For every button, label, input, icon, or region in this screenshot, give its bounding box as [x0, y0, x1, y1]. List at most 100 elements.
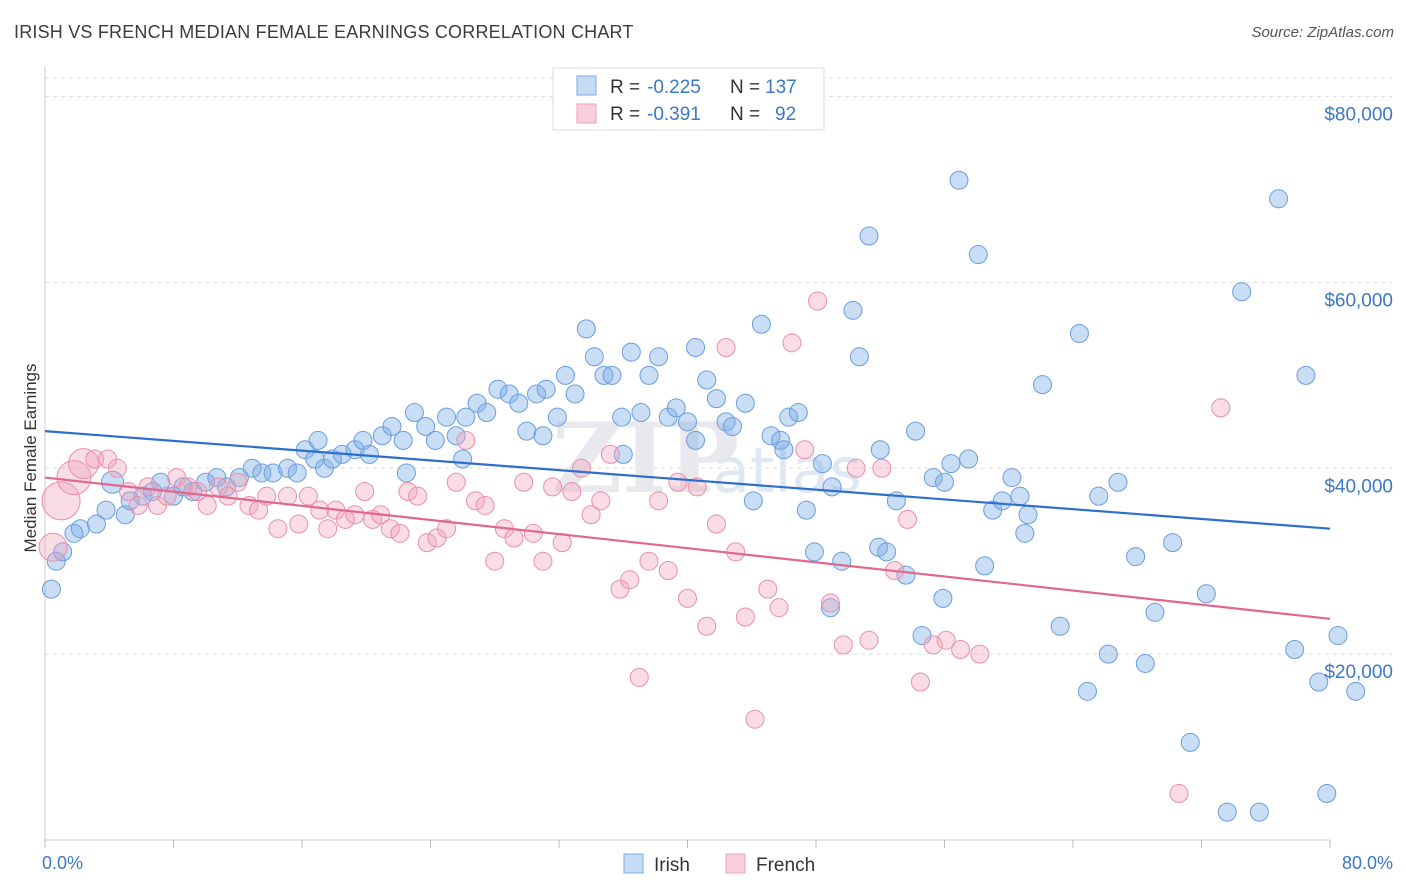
irish-point — [477, 403, 497, 423]
stats-legend: R = -0.225 N = 137 R = -0.391 N = 92 — [552, 67, 825, 131]
irish-series-label: Irish — [654, 855, 690, 876]
french-point — [514, 472, 534, 492]
irish-point — [488, 379, 508, 399]
irish-point — [517, 421, 537, 441]
y-tick-label: $80,000 — [1324, 105, 1393, 126]
irish-point — [743, 491, 763, 511]
trend-lines — [44, 430, 1331, 620]
french-trend-line — [44, 476, 1331, 620]
irish-n-value: 137 — [765, 77, 797, 98]
french-point — [820, 593, 840, 613]
irish-point — [133, 486, 153, 506]
french-point — [639, 551, 659, 571]
irish-point — [1145, 602, 1165, 622]
irish-point — [509, 393, 529, 413]
irish-point — [1015, 523, 1035, 543]
french-point — [543, 477, 563, 497]
chart-title: IRISH VS FRENCH MEDIAN FEMALE EARNINGS C… — [14, 22, 634, 42]
irish-point — [1196, 584, 1216, 604]
irish-point — [959, 449, 979, 469]
french-point — [859, 630, 879, 650]
french-point — [390, 523, 410, 543]
french-point — [562, 482, 582, 502]
irish-point — [870, 440, 890, 460]
french-legend-swatch — [576, 103, 597, 124]
french-point — [600, 444, 620, 464]
irish-r-label: R = — [610, 77, 640, 98]
french-point — [38, 532, 68, 562]
irish-point — [536, 379, 556, 399]
irish-point — [252, 463, 272, 483]
french-point — [228, 472, 248, 492]
irish-point — [649, 347, 669, 367]
french-point — [465, 491, 485, 511]
french-point — [138, 477, 158, 497]
irish-point — [678, 412, 697, 432]
irish-point — [686, 430, 706, 450]
irish-point — [706, 389, 726, 409]
irish-point — [555, 365, 575, 385]
irish-r-value: -0.225 — [647, 77, 701, 98]
y-tick-label: $40,000 — [1324, 476, 1393, 497]
french-point — [591, 491, 611, 511]
french-point — [268, 519, 288, 539]
irish-point — [437, 407, 457, 427]
irish-point — [446, 426, 466, 446]
irish-point — [859, 226, 879, 246]
french-point — [782, 333, 802, 353]
french-point — [437, 519, 457, 539]
irish-point — [796, 500, 816, 520]
french-point — [68, 448, 100, 480]
irish-point — [1309, 672, 1329, 692]
irish-point — [242, 458, 262, 478]
irish-point — [323, 449, 343, 469]
french-point — [552, 533, 572, 553]
french-point — [629, 667, 649, 687]
irish-point — [779, 407, 799, 427]
french-r-value: -0.391 — [647, 104, 701, 125]
irish-point — [1089, 486, 1109, 506]
irish-point — [1135, 653, 1155, 673]
irish-point — [1126, 547, 1146, 567]
irish-point — [1217, 802, 1237, 822]
irish-point — [923, 468, 943, 488]
irish-point — [832, 551, 852, 571]
french-point — [398, 482, 418, 502]
irish-point — [849, 347, 869, 367]
french-point — [318, 519, 338, 539]
irish-point — [416, 416, 436, 436]
french-point — [128, 495, 148, 515]
french-point — [1211, 398, 1231, 418]
french-series-swatch — [725, 853, 746, 874]
irish-point — [1098, 644, 1118, 664]
series-legend: Irish French — [623, 853, 815, 876]
irish-trend-line — [44, 430, 1331, 530]
irish-point — [804, 542, 824, 562]
y-tick-label: $20,000 — [1324, 662, 1393, 683]
french-point — [898, 509, 918, 529]
irish-point — [453, 449, 473, 469]
irish-point — [594, 365, 614, 385]
irish-point — [812, 454, 832, 474]
french-point — [745, 709, 765, 729]
french-point — [833, 635, 853, 655]
french-point — [380, 519, 400, 539]
irish-point — [941, 454, 961, 474]
french-point — [658, 561, 678, 581]
x-tick-label: 80.0% — [1342, 853, 1393, 873]
irish-point — [70, 519, 90, 539]
french-point — [697, 616, 717, 636]
irish-point — [933, 588, 953, 608]
irish-point — [975, 556, 995, 576]
irish-point — [278, 458, 298, 478]
irish-point — [1010, 486, 1030, 506]
x-tick-label: 0.0% — [42, 853, 83, 873]
french-r-label: R = — [610, 104, 640, 125]
irish-point — [1285, 640, 1305, 659]
french-point — [758, 579, 778, 599]
irish-point — [722, 416, 742, 436]
french-point — [355, 482, 375, 502]
french-point — [620, 570, 640, 590]
french-point — [735, 607, 755, 627]
